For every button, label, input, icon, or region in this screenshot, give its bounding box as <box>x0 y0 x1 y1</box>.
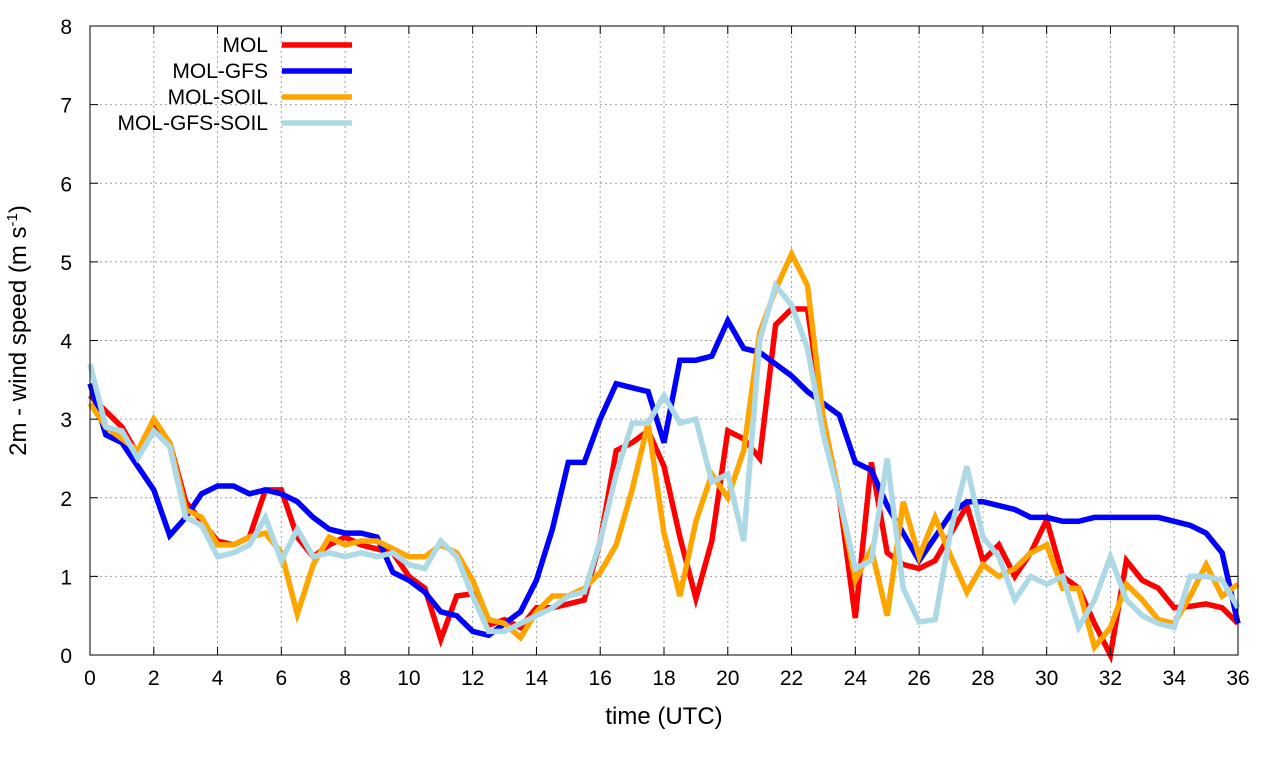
x-tick-label: 8 <box>339 667 351 690</box>
series-line-mol-gfs <box>87 314 1241 639</box>
legend-label-mol-gfs: MOL-GFS <box>172 60 268 83</box>
x-tick-label: 12 <box>461 667 484 690</box>
legend-label-mol-soil: MOL-SOIL <box>168 86 268 109</box>
x-tick-label: 28 <box>971 667 994 690</box>
y-tick-label: 0 <box>60 645 72 668</box>
y-tick-label: 1 <box>60 566 72 589</box>
y-tick-label: 8 <box>60 16 72 39</box>
x-tick-label: 36 <box>1226 667 1249 690</box>
y-axis-title: 2m - wind speed (m s-1) <box>4 205 32 456</box>
x-tick-label: 18 <box>652 667 675 690</box>
legend-label-mol: MOL <box>222 34 268 57</box>
x-axis-title: time (UTC) <box>605 703 722 730</box>
x-tick-label: 14 <box>525 667 549 690</box>
x-tick-label: 34 <box>1163 667 1187 690</box>
x-tick-label: 0 <box>84 667 96 690</box>
y-tick-label: 7 <box>60 95 72 118</box>
x-tick-label: 2 <box>148 667 160 690</box>
y-tick-label: 3 <box>60 409 72 432</box>
x-tick-label: 4 <box>212 667 224 690</box>
y-axis-title-superscript: -1 <box>4 213 21 226</box>
x-tick-label: 32 <box>1099 667 1122 690</box>
y-tick-label: 6 <box>60 173 72 196</box>
y-tick-label: 4 <box>60 331 72 354</box>
y-axis-title-main: 2m - wind speed (m s <box>5 226 32 455</box>
series-group <box>87 247 1241 664</box>
x-tick-label: 16 <box>589 667 612 690</box>
legend: MOL MOL-GFS MOL-SOIL MOL-GFS-SOIL <box>117 34 352 135</box>
ticks: 0 2 4 6 8 10 12 14 16 18 20 22 24 26 28 30 32 34 360123456… <box>60 16 1249 690</box>
x-tick-label: 6 <box>275 667 287 690</box>
series-line-mol-gfs-soil <box>87 279 1241 635</box>
legend-label-mol-gfs-soil: MOL-GFS-SOIL <box>117 112 268 135</box>
x-tick-label: 22 <box>780 667 803 690</box>
x-tick-label: 30 <box>1035 667 1058 690</box>
x-tick-label: 10 <box>397 667 420 690</box>
y-axis-title-close: ) <box>5 205 32 213</box>
x-tick-label: 26 <box>907 667 930 690</box>
y-tick-label: 5 <box>60 252 72 275</box>
x-tick-label: 20 <box>716 667 739 690</box>
y-tick-label: 2 <box>60 488 72 511</box>
x-tick-label: 24 <box>844 667 868 690</box>
